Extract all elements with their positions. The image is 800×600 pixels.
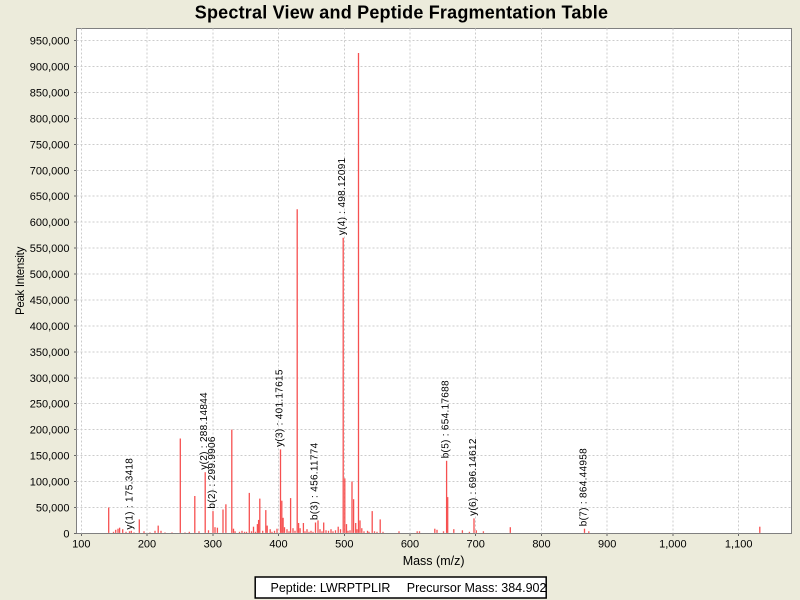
svg-text:250,000: 250,000	[30, 399, 70, 411]
svg-text:700,000: 700,000	[30, 165, 70, 177]
svg-text:Peptide: LWRPTPLIR: Peptide: LWRPTPLIR	[271, 581, 391, 595]
svg-text:1,100: 1,100	[725, 539, 753, 551]
svg-text:600,000: 600,000	[30, 217, 70, 229]
svg-text:850,000: 850,000	[30, 88, 70, 100]
svg-text:300: 300	[204, 539, 222, 551]
svg-text:Mass (m/z): Mass (m/z)	[403, 554, 465, 568]
svg-text:500,000: 500,000	[30, 269, 70, 281]
svg-text:150,000: 150,000	[30, 451, 70, 463]
svg-text:550,000: 550,000	[30, 243, 70, 255]
svg-text:800,000: 800,000	[30, 113, 70, 125]
svg-text:y(1) : 175.3418: y(1) : 175.3418	[124, 458, 135, 530]
svg-text:650,000: 650,000	[30, 191, 70, 203]
svg-text:200: 200	[138, 539, 156, 551]
svg-text:500: 500	[335, 539, 353, 551]
svg-text:1,000: 1,000	[659, 539, 687, 551]
svg-text:600: 600	[401, 539, 419, 551]
svg-text:400,000: 400,000	[30, 321, 70, 333]
svg-text:y(6) : 696.14612: y(6) : 696.14612	[468, 438, 479, 516]
svg-text:400: 400	[269, 539, 287, 551]
svg-text:b(3) : 456.11774: b(3) : 456.11774	[310, 442, 321, 520]
svg-text:900,000: 900,000	[30, 62, 70, 74]
svg-text:200,000: 200,000	[30, 425, 70, 437]
svg-text:b(5) : 654.17688: b(5) : 654.17688	[441, 380, 452, 458]
svg-text:100,000: 100,000	[30, 477, 70, 489]
svg-text:100: 100	[72, 539, 90, 551]
svg-text:b(2) : 299.9906: b(2) : 299.9906	[207, 436, 218, 508]
svg-text:950,000: 950,000	[30, 36, 70, 48]
svg-text:0: 0	[63, 528, 69, 540]
svg-text:800: 800	[532, 539, 550, 551]
svg-text:y(3) : 401.17615: y(3) : 401.17615	[275, 369, 286, 447]
svg-text:50,000: 50,000	[36, 503, 70, 515]
svg-text:750,000: 750,000	[30, 139, 70, 151]
svg-text:Spectral View and Peptide Frag: Spectral View and Peptide Fragmentation …	[195, 3, 608, 23]
svg-text:700: 700	[467, 539, 485, 551]
svg-text:y(4) : 498.12091: y(4) : 498.12091	[337, 157, 348, 235]
svg-text:450,000: 450,000	[30, 295, 70, 307]
svg-text:350,000: 350,000	[30, 347, 70, 359]
svg-text:Peak Intensity: Peak Intensity	[15, 246, 27, 315]
svg-text:y(2) : 288.14844: y(2) : 288.14844	[199, 392, 210, 470]
svg-text:b(7) : 864.44958: b(7) : 864.44958	[579, 448, 590, 526]
svg-text:Precursor Mass: 384.902: Precursor Mass: 384.902	[407, 581, 547, 595]
svg-text:300,000: 300,000	[30, 373, 70, 385]
svg-text:900: 900	[598, 539, 616, 551]
